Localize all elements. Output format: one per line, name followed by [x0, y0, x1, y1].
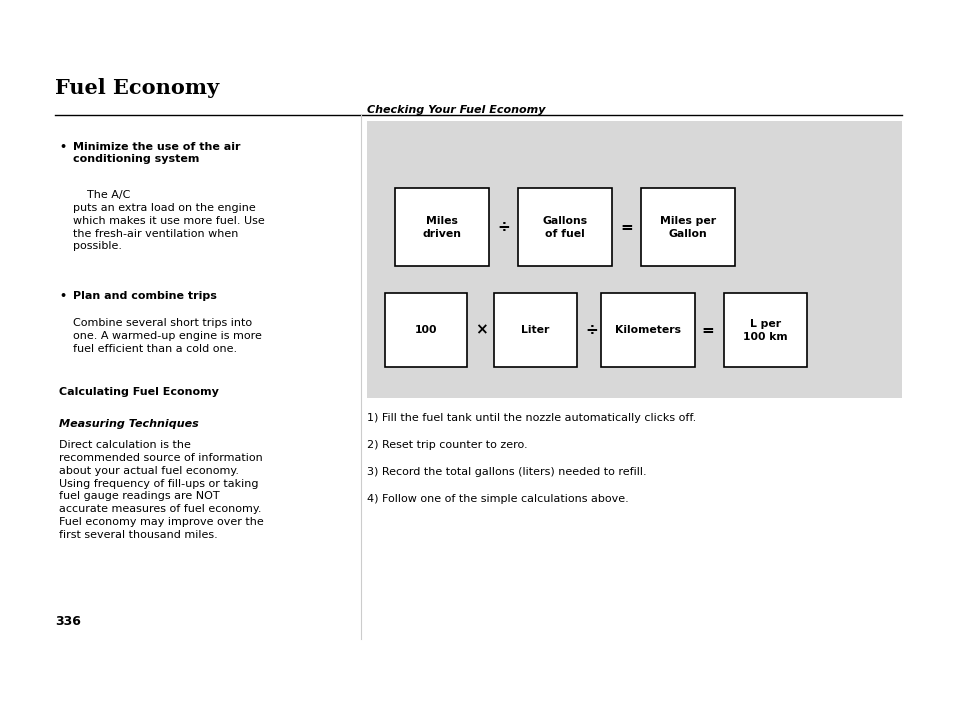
- Text: =: =: [619, 219, 632, 235]
- Text: Miles per
Gallon: Miles per Gallon: [659, 216, 715, 239]
- Text: Measuring Techniques: Measuring Techniques: [59, 419, 198, 429]
- Text: Checking Your Fuel Economy: Checking Your Fuel Economy: [367, 105, 545, 115]
- Text: •: •: [59, 291, 66, 301]
- FancyBboxPatch shape: [640, 188, 734, 266]
- Text: ÷: ÷: [497, 219, 509, 235]
- Bar: [367, 121, 901, 398]
- Text: Kilometers: Kilometers: [614, 325, 680, 335]
- Text: •: •: [59, 142, 66, 152]
- Text: ÷: ÷: [585, 322, 598, 338]
- Text: Direct calculation is the
recommended source of information
about your actual fu: Direct calculation is the recommended so…: [59, 440, 264, 540]
- Text: Miles
driven: Miles driven: [422, 216, 461, 239]
- Text: Liter: Liter: [521, 325, 549, 335]
- Text: Minimize the use of the air
conditioning system: Minimize the use of the air conditioning…: [73, 142, 241, 165]
- Text: =: =: [701, 322, 714, 338]
- Text: 2) Reset trip counter to zero.: 2) Reset trip counter to zero.: [367, 440, 527, 450]
- Text: 3) Record the total gallons (liters) needed to refill.: 3) Record the total gallons (liters) nee…: [367, 467, 646, 477]
- FancyBboxPatch shape: [395, 188, 488, 266]
- Text: Calculating Fuel Economy: Calculating Fuel Economy: [59, 387, 219, 397]
- Text: ×: ×: [475, 322, 487, 338]
- Text: The A/C
puts an extra load on the engine
which makes it use more fuel. Use
the f: The A/C puts an extra load on the engine…: [73, 190, 265, 251]
- FancyBboxPatch shape: [723, 293, 806, 367]
- Text: 336: 336: [55, 616, 81, 628]
- Text: L per
100 km: L per 100 km: [742, 319, 787, 342]
- Text: 100: 100: [415, 325, 436, 335]
- FancyBboxPatch shape: [494, 293, 577, 367]
- Text: Combine several short trips into
one. A warmed-up engine is more
fuel efficient : Combine several short trips into one. A …: [73, 318, 262, 354]
- Text: Plan and combine trips: Plan and combine trips: [73, 291, 217, 301]
- Text: 1) Fill the fuel tank until the nozzle automatically clicks off.: 1) Fill the fuel tank until the nozzle a…: [367, 413, 696, 423]
- Text: 4) Follow one of the simple calculations above.: 4) Follow one of the simple calculations…: [367, 494, 628, 504]
- FancyBboxPatch shape: [600, 293, 694, 367]
- Text: Gallons
of fuel: Gallons of fuel: [542, 216, 587, 239]
- FancyBboxPatch shape: [517, 188, 611, 266]
- Text: Fuel Economy: Fuel Economy: [55, 78, 219, 98]
- FancyBboxPatch shape: [384, 293, 467, 367]
